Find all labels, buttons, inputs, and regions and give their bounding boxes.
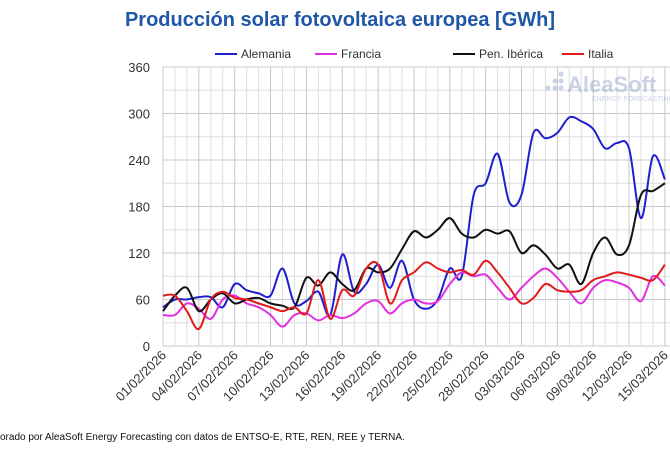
legend-label: Alemania xyxy=(241,47,291,61)
series-line-francia xyxy=(162,267,666,328)
svg-text:ENERGY FORECASTING: ENERGY FORECASTING xyxy=(592,96,670,103)
watermark-logo: AleaSoft ENERGY FORECASTING xyxy=(545,71,670,103)
svg-text:AleaSoft: AleaSoft xyxy=(567,72,657,97)
legend-label: Pen. Ibérica xyxy=(479,47,543,61)
chart-title: Producción solar fotovoltaica europea [G… xyxy=(125,9,555,31)
y-tick-label: 360 xyxy=(128,60,150,75)
footer-source: orado por AleaSoft Energy Forecasting co… xyxy=(0,432,405,443)
series-line-italia xyxy=(162,259,666,330)
series-line-alemania xyxy=(162,115,666,317)
y-tick-label: 180 xyxy=(128,200,150,215)
y-tick-label: 0 xyxy=(143,339,150,354)
series-lines xyxy=(162,115,666,330)
legend: Alemania Francia Pen. Ibérica Italia xyxy=(215,47,614,61)
y-tick-label: 240 xyxy=(128,153,150,168)
y-tick-label: 120 xyxy=(128,246,150,261)
grid xyxy=(162,66,670,347)
y-tick-label: 300 xyxy=(128,107,150,122)
y-tick-label: 60 xyxy=(136,293,150,308)
legend-label: Italia xyxy=(588,47,614,61)
legend-label: Francia xyxy=(341,47,381,61)
axis-ticks: 06012018024030036001/02/202604/02/202607… xyxy=(112,60,670,404)
